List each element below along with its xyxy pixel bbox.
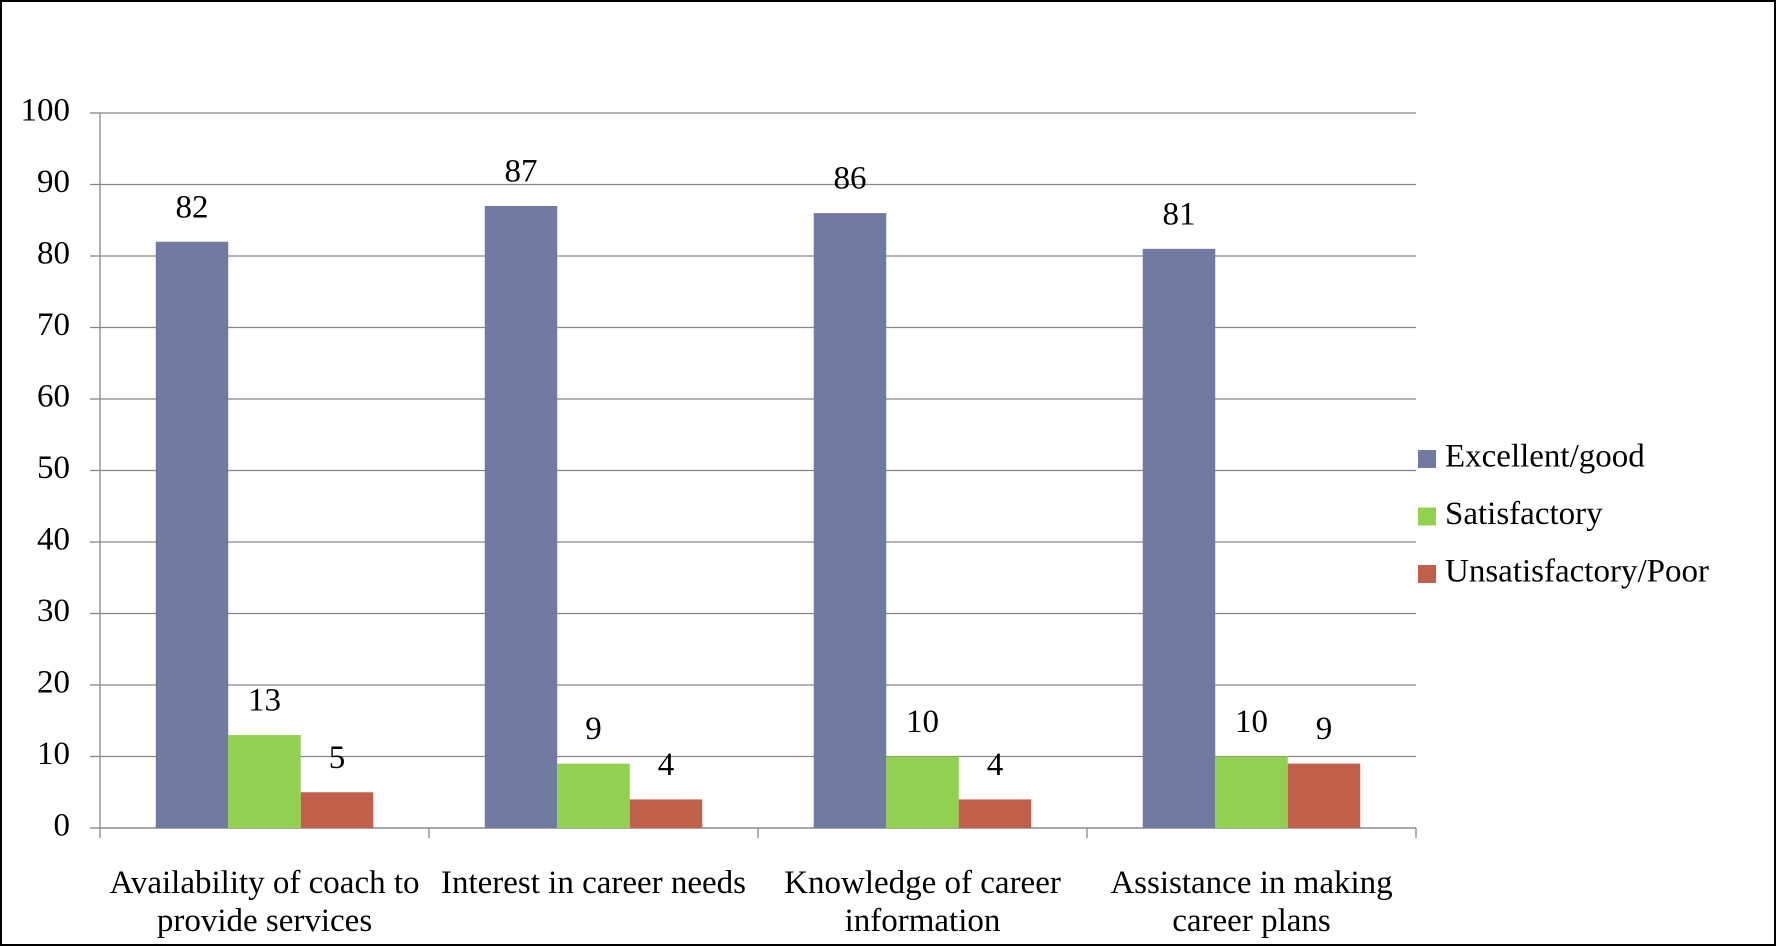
y-tick-label: 90 xyxy=(37,164,70,200)
bar xyxy=(813,213,887,829)
legend-label: Unsatisfactory/Poor xyxy=(1445,554,1709,590)
bar xyxy=(629,799,703,828)
y-tick-label: 70 xyxy=(37,307,70,343)
y-tick-label: 60 xyxy=(37,379,70,415)
legend-label: Satisfactory xyxy=(1445,496,1603,532)
bar xyxy=(1287,763,1361,828)
data-label: 13 xyxy=(248,683,281,719)
y-tick-label: 100 xyxy=(21,93,71,129)
y-tick-label: 20 xyxy=(37,665,70,701)
data-label: 87 xyxy=(505,154,538,190)
legend-label: Excellent/good xyxy=(1445,439,1645,475)
x-tick-label: Interest in career needs xyxy=(440,865,747,901)
bar xyxy=(557,763,630,828)
bar xyxy=(300,792,374,828)
data-label: 86 xyxy=(834,161,867,197)
bar xyxy=(1142,248,1216,829)
y-tick-label: 40 xyxy=(37,522,70,558)
data-label: 5 xyxy=(329,740,346,776)
bar xyxy=(1215,756,1288,828)
legend-swatch xyxy=(1418,507,1436,526)
y-tick-label: 80 xyxy=(37,236,70,272)
x-tick-label: Knowledge of career information xyxy=(784,865,1061,939)
data-label: 4 xyxy=(987,747,1004,783)
legend-swatch xyxy=(1418,565,1436,583)
x-tick-label: Availability of coach to provide service… xyxy=(109,865,420,939)
y-tick-label: 10 xyxy=(37,736,70,772)
bar xyxy=(886,756,959,828)
y-tick-label: 50 xyxy=(37,450,70,486)
legend-swatch xyxy=(1418,450,1436,468)
y-tick-label: 30 xyxy=(37,593,70,629)
data-label: 9 xyxy=(585,711,602,747)
y-tick-label: 0 xyxy=(54,808,71,844)
bar xyxy=(484,205,558,828)
bar xyxy=(958,799,1032,828)
data-label: 10 xyxy=(1235,704,1268,740)
data-label: 82 xyxy=(176,189,209,225)
data-label: 81 xyxy=(1163,196,1196,232)
data-label: 9 xyxy=(1316,711,1333,747)
x-tick-label: Assistance in making career plans xyxy=(1110,865,1393,939)
bar xyxy=(155,241,229,828)
data-label: 4 xyxy=(658,747,675,783)
bar xyxy=(228,735,301,828)
data-label: 10 xyxy=(906,704,939,740)
